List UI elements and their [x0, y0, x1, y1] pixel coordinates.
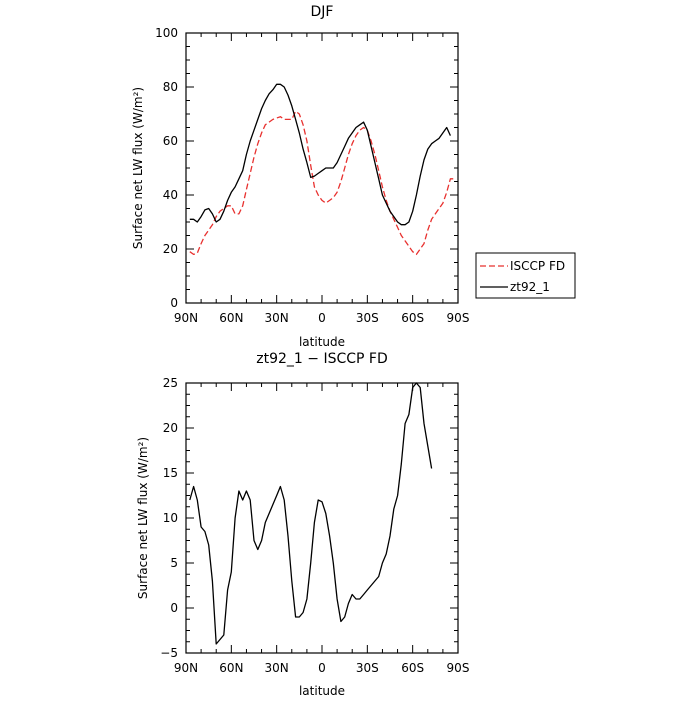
- top-chart-series-line-zt92-1: [189, 83, 451, 226]
- bottom-chart-series-group: [189, 382, 433, 645]
- top-chart-y-tick-label: 20: [163, 242, 178, 256]
- bottom-chart-y-tick-label: 0: [170, 601, 178, 615]
- bottom-chart-title: zt92_1 − ISCCP FD: [256, 351, 387, 367]
- top-chart-series-line-isccp-fd: [189, 110, 455, 256]
- bottom-chart-x-tick-label: 60N: [219, 661, 243, 675]
- bottom-chart: zt92_1 − ISCCP FD 90N 60N 30N 0 30S 60S 90S −5 0…: [136, 351, 469, 698]
- top-chart-x-tick-label: 90S: [447, 311, 470, 325]
- bottom-chart-series-line-0: [189, 382, 433, 645]
- top-chart-y-axis-label: Surface net LW flux (W/m²): [131, 87, 145, 249]
- top-chart-x-tick-label: 60N: [219, 311, 243, 325]
- bottom-chart-x-tick-label: 30S: [356, 661, 379, 675]
- bottom-chart-x-tick-label: 60S: [401, 661, 424, 675]
- top-chart-y-tick-label: 80: [163, 80, 178, 94]
- top-chart-plot-frame: [185, 32, 459, 304]
- bottom-chart-y-tick-label: 5: [170, 556, 178, 570]
- top-chart-legend: ISCCP FD zt92_1: [475, 252, 576, 299]
- bottom-chart-y-axis-label: Surface net LW flux (W/m²): [136, 437, 150, 599]
- top-chart-x-tick-label: 90N: [174, 311, 198, 325]
- top-chart-title: DJF: [311, 4, 334, 20]
- top-chart-x-tick-label: 30N: [265, 311, 289, 325]
- bottom-chart-x-tick-label: 90N: [174, 661, 198, 675]
- bottom-chart-y-tick-label: 10: [163, 511, 178, 525]
- top-chart-series-group: [189, 83, 455, 256]
- top-chart-y-tick-label: 60: [163, 134, 178, 148]
- bottom-chart-plot-frame: [185, 382, 459, 654]
- bottom-chart-y-tick-label: 20: [163, 421, 178, 435]
- top-chart-x-tick-label: 30S: [356, 311, 379, 325]
- bottom-chart-y-tick-label: 15: [163, 466, 178, 480]
- legend-label-isccp-fd: ISCCP FD: [510, 259, 565, 273]
- top-chart-y-tick-label: 40: [163, 188, 178, 202]
- top-chart-axes: 90N 60N 30N 0 30S 60S 90S 0 20 40 60 80 100: [155, 26, 469, 325]
- bottom-chart-y-tick-label: −5: [160, 646, 178, 660]
- top-chart-y-tick-label: 0: [170, 296, 178, 310]
- top-chart-x-tick-label: 60S: [401, 311, 424, 325]
- top-chart-y-tick-label: 100: [155, 26, 178, 40]
- legend-label-zt92-1: zt92_1: [510, 280, 550, 294]
- top-chart: DJF 90N 60N 30N 0 30S 60S 90S 0 20 40 60 80 100 lati…: [131, 4, 576, 349]
- top-chart-x-tick-label: 0: [318, 311, 326, 325]
- bottom-chart-x-tick-label: 30N: [265, 661, 289, 675]
- bottom-chart-axes: 90N 60N 30N 0 30S 60S 90S −5 0 5 10 15 20 25: [160, 376, 469, 675]
- legend-box: [475, 252, 576, 299]
- bottom-chart-x-tick-label: 90S: [447, 661, 470, 675]
- bottom-chart-x-axis-label: latitude: [299, 684, 345, 698]
- top-chart-x-axis-label: latitude: [299, 335, 345, 349]
- bottom-chart-y-tick-label: 25: [163, 376, 178, 390]
- bottom-chart-x-tick-label: 0: [318, 661, 326, 675]
